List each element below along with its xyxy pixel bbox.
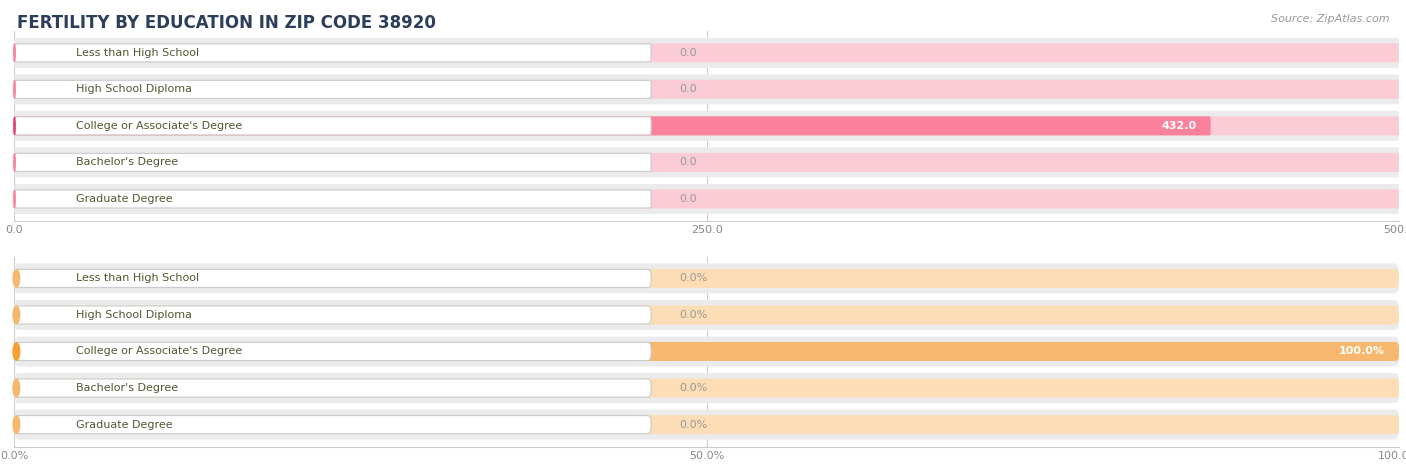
FancyBboxPatch shape (14, 38, 1399, 68)
FancyBboxPatch shape (14, 117, 651, 135)
Text: 0.0: 0.0 (679, 157, 696, 167)
FancyBboxPatch shape (14, 269, 1399, 288)
Text: 0.0: 0.0 (679, 85, 696, 95)
FancyBboxPatch shape (14, 336, 1399, 367)
Text: Less than High School: Less than High School (76, 274, 200, 284)
FancyBboxPatch shape (14, 342, 1399, 361)
FancyBboxPatch shape (14, 373, 1399, 403)
Text: High School Diploma: High School Diploma (76, 310, 193, 320)
Text: FERTILITY BY EDUCATION IN ZIP CODE 38920: FERTILITY BY EDUCATION IN ZIP CODE 38920 (17, 14, 436, 32)
Text: 0.0%: 0.0% (679, 419, 707, 429)
Text: College or Associate's Degree: College or Associate's Degree (76, 346, 243, 357)
FancyBboxPatch shape (14, 75, 1399, 104)
Circle shape (13, 380, 20, 397)
FancyBboxPatch shape (14, 184, 1399, 214)
FancyBboxPatch shape (14, 190, 651, 208)
FancyBboxPatch shape (14, 80, 1399, 99)
FancyBboxPatch shape (14, 379, 1399, 398)
FancyBboxPatch shape (14, 147, 1399, 177)
FancyBboxPatch shape (14, 153, 651, 171)
FancyBboxPatch shape (14, 43, 1399, 62)
FancyBboxPatch shape (14, 306, 651, 324)
FancyBboxPatch shape (14, 269, 651, 287)
Text: Source: ZipAtlas.com: Source: ZipAtlas.com (1271, 14, 1389, 24)
Text: 0.0%: 0.0% (679, 310, 707, 320)
FancyBboxPatch shape (14, 416, 651, 434)
FancyBboxPatch shape (14, 409, 1399, 439)
FancyBboxPatch shape (14, 190, 1399, 209)
Text: High School Diploma: High School Diploma (76, 85, 193, 95)
FancyBboxPatch shape (14, 342, 651, 361)
FancyBboxPatch shape (14, 116, 1399, 135)
Text: 0.0: 0.0 (679, 48, 696, 58)
FancyBboxPatch shape (14, 116, 1211, 135)
Text: 0.0%: 0.0% (679, 274, 707, 284)
FancyBboxPatch shape (14, 264, 1399, 294)
Text: Less than High School: Less than High School (76, 48, 200, 58)
FancyBboxPatch shape (14, 415, 1399, 434)
Circle shape (13, 416, 20, 433)
Text: Bachelor's Degree: Bachelor's Degree (76, 157, 179, 167)
FancyBboxPatch shape (14, 80, 651, 98)
Circle shape (13, 306, 20, 323)
FancyBboxPatch shape (14, 44, 651, 62)
Text: 432.0: 432.0 (1161, 121, 1197, 131)
Text: 100.0%: 100.0% (1339, 346, 1385, 357)
FancyBboxPatch shape (14, 379, 651, 397)
Text: Graduate Degree: Graduate Degree (76, 419, 173, 429)
FancyBboxPatch shape (14, 111, 1399, 141)
Circle shape (13, 343, 20, 360)
FancyBboxPatch shape (14, 153, 1399, 172)
Circle shape (13, 270, 20, 287)
FancyBboxPatch shape (14, 342, 1399, 361)
Text: Bachelor's Degree: Bachelor's Degree (76, 383, 179, 393)
Text: 0.0%: 0.0% (679, 383, 707, 393)
FancyBboxPatch shape (14, 305, 1399, 324)
Text: College or Associate's Degree: College or Associate's Degree (76, 121, 243, 131)
FancyBboxPatch shape (14, 300, 1399, 330)
Text: Graduate Degree: Graduate Degree (76, 194, 173, 204)
Text: 0.0: 0.0 (679, 194, 696, 204)
